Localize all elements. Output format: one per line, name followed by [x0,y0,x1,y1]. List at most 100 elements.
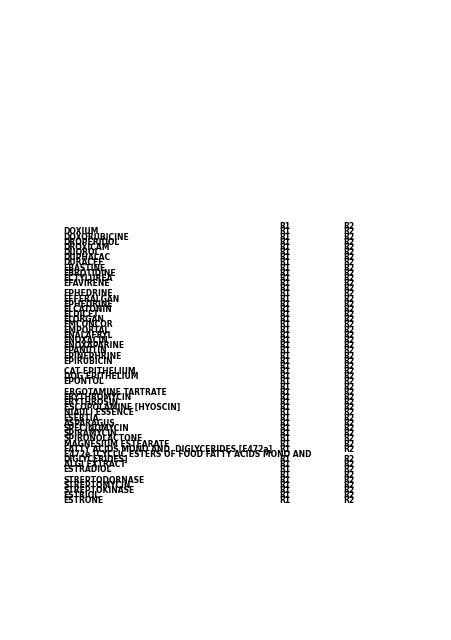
Text: R1: R1 [278,300,290,308]
Text: R1: R1 [278,248,290,257]
Text: R2: R2 [343,259,354,268]
Text: R2: R2 [343,294,354,303]
Text: R2: R2 [343,460,354,469]
Text: R2: R2 [343,341,354,350]
Text: R1: R1 [278,486,290,495]
Text: R2: R2 [343,305,354,314]
Text: R1: R1 [278,476,290,484]
Text: R2: R2 [343,435,354,444]
Text: R2: R2 [343,393,354,402]
Text: R2: R2 [343,274,354,283]
Text: EPIRUBICIN: EPIRUBICIN [63,356,113,365]
Text: R2: R2 [343,486,354,495]
Text: ERYTHROMYCIN: ERYTHROMYCIN [63,393,131,402]
Text: DIGLYCERIDES]: DIGLYCERIDES] [63,455,128,464]
Text: R2: R2 [343,326,354,335]
Text: R1: R1 [278,310,290,319]
Text: R2: R2 [343,351,354,360]
Text: R2: R2 [343,346,354,355]
Text: R1: R1 [278,331,290,340]
Text: R1: R1 [278,279,290,288]
Text: FATTY ACIDS MONO AND  DIGLYCERIDES [E472a]: FATTY ACIDS MONO AND DIGLYCERIDES [E472a… [63,445,271,454]
Text: R1: R1 [278,481,290,490]
Text: SPIRONOLACTONE: SPIRONOLACTONE [63,435,143,444]
Text: R1: R1 [278,264,290,273]
Text: R1: R1 [278,269,290,278]
Text: ECTYLUREA: ECTYLUREA [63,274,113,283]
Text: R1: R1 [278,243,290,252]
Text: E472e [CYCLIC ESTERS OF FOOD FATTY ACIDS MONO AND: E472e [CYCLIC ESTERS OF FOOD FATTY ACIDS… [63,450,310,459]
Text: ENALAFRYL: ENALAFRYL [63,331,113,340]
Text: R2: R2 [343,243,354,252]
Text: R2: R2 [343,445,354,454]
Text: R1: R1 [278,232,290,241]
Text: R1: R1 [278,326,290,335]
Text: STREPTOKINASE: STREPTOKINASE [63,486,134,495]
Text: R2: R2 [343,300,354,308]
Text: EFFERALGAN: EFFERALGAN [63,294,120,303]
Text: R2: R2 [343,476,354,484]
Text: SPIRAMYCIN: SPIRAMYCIN [63,429,117,438]
Text: ERYTHROSIN: ERYTHROSIN [63,398,118,407]
Text: R2: R2 [343,455,354,464]
Text: R1: R1 [278,388,290,397]
Text: R1: R1 [278,398,290,407]
Text: R2: R2 [343,367,354,376]
Text: R1: R1 [278,372,290,381]
Text: R2: R2 [343,356,354,365]
Text: R1: R1 [278,341,290,350]
Text: R2: R2 [343,264,354,273]
Text: EPANUTIN: EPANUTIN [63,346,107,355]
Text: DOXIUM: DOXIUM [63,227,99,236]
Text: MAGNESIUM ESTEARATE: MAGNESIUM ESTEARATE [63,440,169,449]
Text: EPHEDRINE: EPHEDRINE [63,300,113,308]
Text: CAT EPITHELIUM: CAT EPITHELIUM [63,367,135,376]
Text: R2: R2 [343,413,354,422]
Text: R1: R1 [278,492,290,500]
Text: ESERTIA: ESERTIA [63,413,99,422]
Text: R1: R1 [278,460,290,469]
Text: ESTRONE: ESTRONE [63,497,103,506]
Text: EBASTINE: EBASTINE [63,264,106,273]
Text: R1: R1 [278,289,290,298]
Text: R2: R2 [343,331,354,340]
Text: R2: R2 [343,429,354,438]
Text: ELORGAN: ELORGAN [63,316,104,324]
Text: ALGI EXTRACT: ALGI EXTRACT [63,460,125,469]
Text: R2: R2 [343,253,354,262]
Text: ELDICET: ELDICET [63,310,99,319]
Text: EMPORTAL: EMPORTAL [63,326,110,335]
Text: R1: R1 [278,470,290,479]
Text: R2: R2 [343,284,354,293]
Text: ERGOTAMINE TARTRATE: ERGOTAMINE TARTRATE [63,388,166,397]
Text: R1: R1 [278,305,290,314]
Text: NIAULI ESSENCE: NIAULI ESSENCE [63,408,133,417]
Text: R2: R2 [343,316,354,324]
Text: R1: R1 [278,497,290,506]
Text: R1: R1 [278,346,290,355]
Text: DROXICAM: DROXICAM [63,243,110,252]
Text: R1: R1 [278,259,290,268]
Text: R2: R2 [343,470,354,479]
Text: R1: R1 [278,455,290,464]
Text: R2: R2 [343,492,354,500]
Text: R2: R2 [343,321,354,330]
Text: R1: R1 [278,336,290,345]
Text: R2: R2 [343,481,354,490]
Text: R2: R2 [343,403,354,412]
Text: EPONTOL: EPONTOL [63,378,104,387]
Text: R2: R2 [343,237,354,246]
Text: R1: R1 [278,253,290,262]
Text: R1: R1 [278,284,290,293]
Text: ESTRIOL: ESTRIOL [63,492,99,500]
Text: R2: R2 [343,440,354,449]
Text: ASPARAGUS: ASPARAGUS [63,419,115,428]
Text: R1: R1 [278,429,290,438]
Text: R2: R2 [343,408,354,417]
Text: STREPTODORNASE: STREPTODORNASE [63,476,144,484]
Text: R1: R1 [278,413,290,422]
Text: R2: R2 [343,232,354,241]
Text: R2: R2 [343,310,354,319]
Text: DUOROL: DUOROL [63,248,100,257]
Text: R2: R2 [343,419,354,428]
